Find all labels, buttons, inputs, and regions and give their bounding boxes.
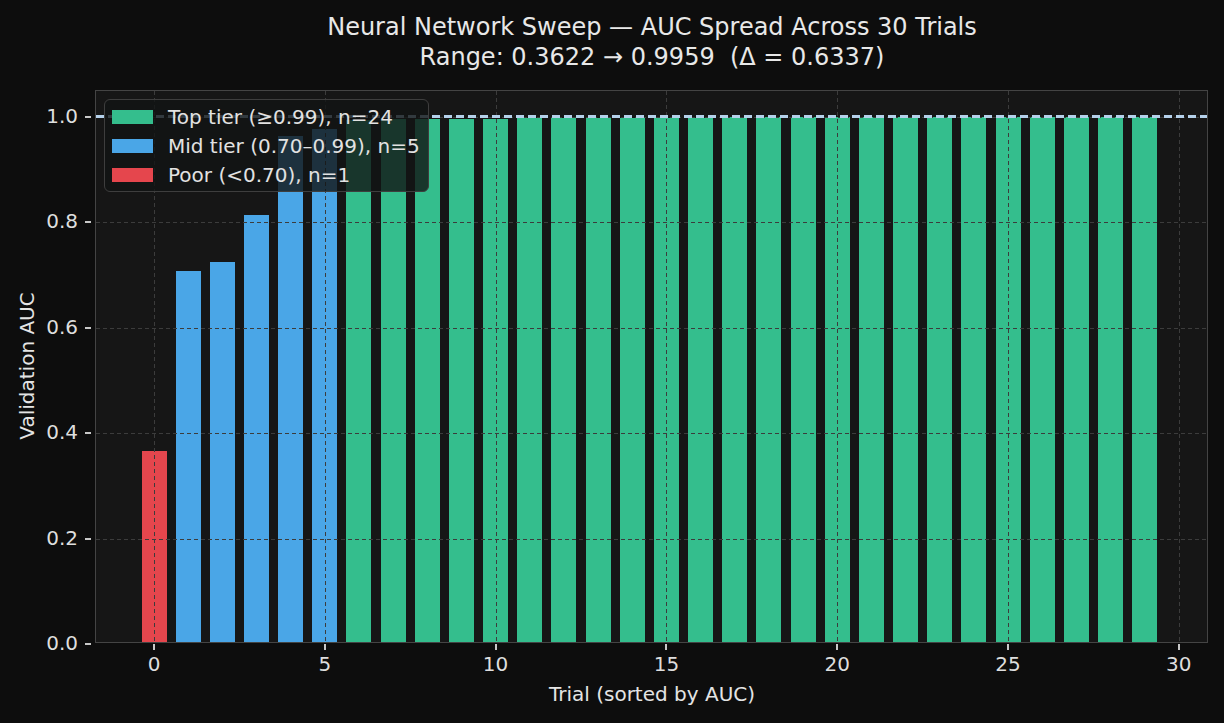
legend-swatch (112, 139, 153, 153)
x-tick-label: 15 (654, 652, 679, 676)
y-tick-label: 0.2 (0, 526, 78, 550)
chart-subtitle: Range: 0.3622 → 0.9959 (Δ = 0.6337) (96, 42, 1208, 72)
v-gridline (496, 91, 497, 642)
x-tick-mark (495, 644, 497, 650)
y-tick-mark (85, 643, 91, 645)
legend-label: Mid tier (0.70–0.99), n=5 (168, 134, 420, 158)
y-tick-label: 0.6 (0, 315, 78, 339)
v-gridline (1008, 91, 1009, 642)
figure: Neural Network Sweep — AUC Spread Across… (0, 0, 1224, 723)
x-tick-label: 10 (483, 652, 508, 676)
legend-entry: Mid tier (0.70–0.99), n=5 (112, 131, 420, 160)
x-tick-mark (153, 644, 155, 650)
chart-title-block: Neural Network Sweep — AUC Spread Across… (96, 12, 1208, 72)
chart-title: Neural Network Sweep — AUC Spread Across… (96, 12, 1208, 42)
x-axis-label: Trial (sorted by AUC) (549, 682, 755, 706)
y-tick-label: 0.4 (0, 420, 78, 444)
legend-swatch (112, 168, 153, 182)
y-tick-label: 0.8 (0, 209, 78, 233)
v-gridline (837, 91, 838, 642)
plot-area: Top tier (≥0.99), n=24 Mid tier (0.70–0.9… (95, 90, 1208, 643)
legend-label: Top tier (≥0.99), n=24 (168, 105, 393, 129)
x-tick-label: 30 (1166, 652, 1191, 676)
h-gridline (96, 222, 1207, 223)
y-tick-label: 1.0 (0, 104, 78, 128)
legend: Top tier (≥0.99), n=24 Mid tier (0.70–0.9… (104, 99, 429, 192)
x-tick-mark (1178, 644, 1180, 650)
y-tick-label: 0.0 (0, 631, 78, 655)
h-gridline (96, 433, 1207, 434)
x-tick-mark (1007, 644, 1009, 650)
x-tick-label: 5 (318, 652, 331, 676)
x-tick-mark (665, 644, 667, 650)
h-gridline (96, 539, 1207, 540)
y-tick-mark (85, 327, 91, 329)
v-gridline (666, 91, 667, 642)
y-tick-mark (85, 221, 91, 223)
x-tick-label: 20 (824, 652, 849, 676)
h-gridline (96, 328, 1207, 329)
y-tick-mark (85, 538, 91, 540)
x-tick-label: 0 (148, 652, 161, 676)
x-tick-mark (836, 644, 838, 650)
legend-label: Poor (<0.70), n=1 (168, 163, 350, 187)
y-tick-mark (85, 432, 91, 434)
legend-swatch (112, 110, 153, 124)
x-tick-mark (324, 644, 326, 650)
legend-entry: Poor (<0.70), n=1 (112, 160, 420, 189)
y-tick-mark (85, 116, 91, 118)
legend-entry: Top tier (≥0.99), n=24 (112, 102, 420, 131)
x-tick-label: 25 (995, 652, 1020, 676)
v-gridline (1179, 91, 1180, 642)
